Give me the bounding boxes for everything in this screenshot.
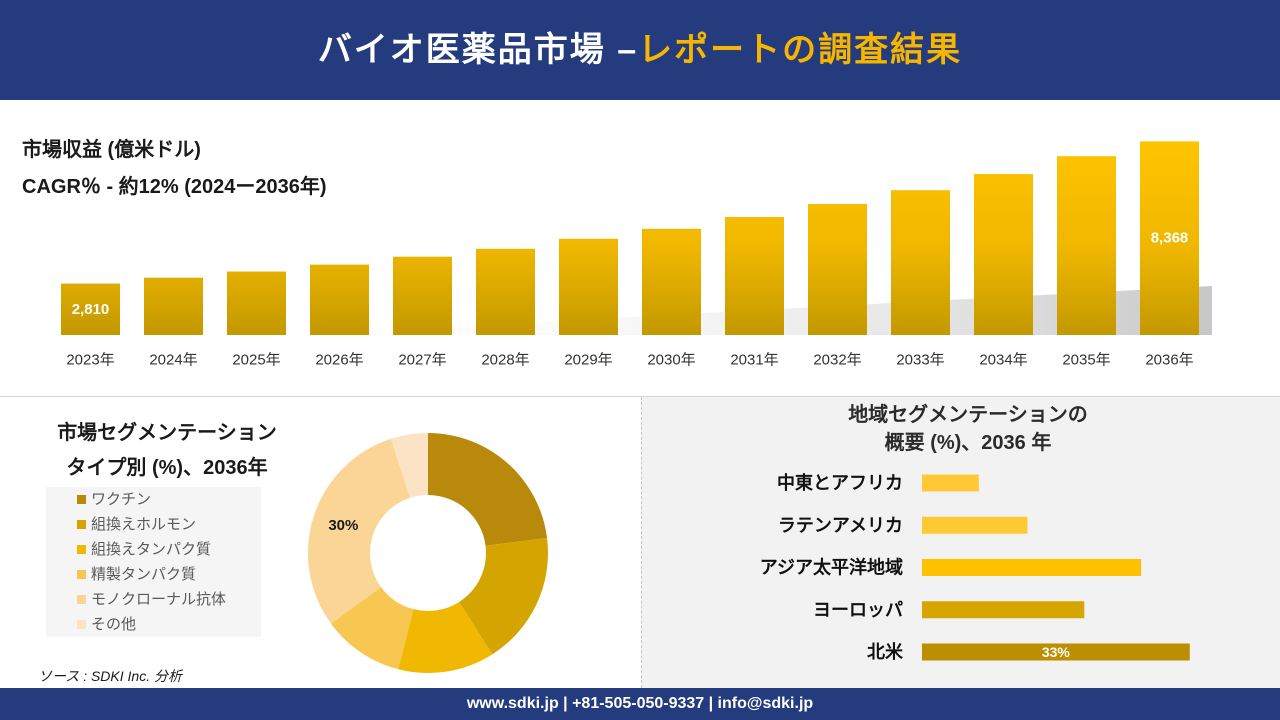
section-divider — [0, 396, 1280, 397]
bar-value-label: 2,810 — [72, 301, 110, 318]
revenue-bar-chart: 2,810 8,368 2023年 2024年 2025年 2026年 2027年 2028… — [61, 141, 1212, 369]
donut-slice — [330, 587, 414, 670]
region-segment-subtitle: 概要 (%)、2036 年 — [884, 432, 1052, 454]
legend-label: その他 — [91, 615, 137, 633]
type-segment-subtitle: タイプ別 (%)、2036年 — [66, 457, 268, 479]
donut-slice — [459, 537, 548, 655]
year-tick-label: 2032年 — [813, 352, 861, 369]
legend-label: モノクローナル抗体 — [91, 590, 227, 608]
year-tick-label: 2028年 — [481, 352, 529, 369]
legend-swatch — [77, 545, 86, 554]
revenue-bar — [476, 248, 535, 335]
revenue-bar — [974, 174, 1033, 335]
revenue-value-labels: 2,810 8,368 — [72, 230, 1189, 318]
legend-item: 精製タンパク質 — [46, 562, 261, 587]
legend-item: その他 — [46, 612, 261, 637]
legend-swatch — [77, 570, 86, 579]
donut-slice — [428, 433, 548, 546]
report-title-highlight: レポートの調査結果 — [638, 31, 963, 69]
legend-item: ワクチン — [46, 487, 261, 512]
region-panel: 地域セグメンテーションの 概要 (%)、2036 年 — [641, 397, 1280, 688]
year-tick-label: 2027年 — [398, 352, 446, 369]
legend-item: モノクローナル抗体 — [46, 587, 261, 612]
region-value-labels: 33% — [1042, 644, 1071, 660]
region-bar — [922, 601, 1085, 619]
revenue-chart-title: 市場収益 (億米ドル) — [22, 139, 201, 161]
revenue-bar — [227, 271, 286, 335]
revenue-bar — [559, 238, 618, 335]
legend-item: 組換えホルモン — [46, 512, 261, 537]
legend-label: 組換えタンパク質 — [91, 540, 212, 558]
legend-swatch — [77, 595, 86, 604]
year-tick-label: 2026年 — [315, 352, 363, 369]
donut-slices — [308, 433, 548, 673]
bar-value-label: 8,368 — [1151, 230, 1189, 247]
region-bar — [922, 559, 1142, 576]
revenue-year-labels: 2023年 2024年 2025年 2026年 2027年 2028年 2029年 2030年… — [66, 352, 1193, 369]
revenue-bar — [891, 190, 950, 335]
donut-labels: 30% — [328, 517, 358, 534]
year-tick-label: 2024年 — [149, 352, 197, 369]
revenue-bar — [1140, 141, 1199, 335]
year-tick-label: 2029年 — [564, 352, 612, 369]
region-segment-title: 地域セグメンテーションの — [848, 404, 1088, 426]
revenue-bar — [61, 283, 120, 335]
region-label: 中東とアフリカ — [777, 472, 903, 493]
report-header: バイオ医薬品市場 –レポートの調査結果 — [0, 0, 1280, 100]
revenue-bar — [808, 204, 867, 335]
year-tick-label: 2034年 — [979, 352, 1027, 369]
legend-item: 組換えタンパク質 — [46, 537, 261, 562]
legend-label: ワクチン — [91, 490, 152, 508]
year-tick-label: 2023年 — [66, 352, 114, 369]
legend-swatch — [77, 520, 86, 529]
year-tick-label: 2035年 — [1062, 352, 1110, 369]
revenue-bar — [144, 277, 203, 335]
report-title-main: バイオ医薬品市場 – — [317, 31, 639, 69]
revenue-bar — [725, 217, 784, 335]
year-tick-label: 2025年 — [232, 352, 280, 369]
donut-slice — [308, 438, 411, 624]
legend-label: 精製タンパク質 — [91, 565, 197, 583]
source-note: ソース : SDKI Inc. 分析 — [38, 668, 182, 684]
region-label: ラテンアメリカ — [778, 515, 903, 535]
type-legend: ワクチン組換えホルモン 組換えタンパク質 精製タンパク質モノクローナル抗体 その他 — [46, 487, 261, 637]
revenue-bar — [642, 228, 701, 335]
revenue-bar — [393, 256, 452, 335]
region-bar — [922, 474, 979, 492]
region-bar — [922, 516, 1028, 534]
revenue-bars — [61, 141, 1199, 335]
year-tick-label: 2030年 — [647, 352, 695, 369]
report-title: バイオ医薬品市場 –レポートの調査結果 — [318, 30, 962, 70]
region-bar — [922, 643, 1190, 661]
type-segment-title: 市場セグメンテーション — [57, 422, 277, 444]
legend-label: 組換えホルモン — [91, 515, 197, 533]
donut-percent-label: 30% — [328, 517, 358, 534]
region-label: 北米 — [867, 641, 904, 662]
revenue-cagr-text: CAGR％ - 約12% (2024ー2036年) — [22, 176, 327, 198]
year-tick-label: 2031年 — [730, 352, 778, 369]
region-bars — [922, 474, 1190, 661]
donut-slice — [398, 601, 493, 673]
footer: www.sdki.jp | +81-505-050-9337 | info@sd… — [0, 688, 1280, 720]
revenue-bar — [1057, 156, 1116, 335]
footer-contact: www.sdki.jp | +81-505-050-9337 | info@sd… — [466, 695, 814, 712]
region-label: ヨーロッパ — [813, 600, 903, 620]
revenue-bar — [310, 264, 369, 335]
year-tick-label: 2036年 — [1145, 352, 1193, 369]
type-donut-chart: 30% — [308, 433, 548, 673]
legend-swatch — [77, 495, 86, 504]
legend-swatch — [77, 620, 86, 629]
year-tick-label: 2033年 — [896, 352, 944, 369]
region-percent-label: 33% — [1042, 644, 1071, 660]
donut-slice — [390, 433, 428, 498]
region-label: アジア太平洋地域 — [760, 557, 903, 578]
